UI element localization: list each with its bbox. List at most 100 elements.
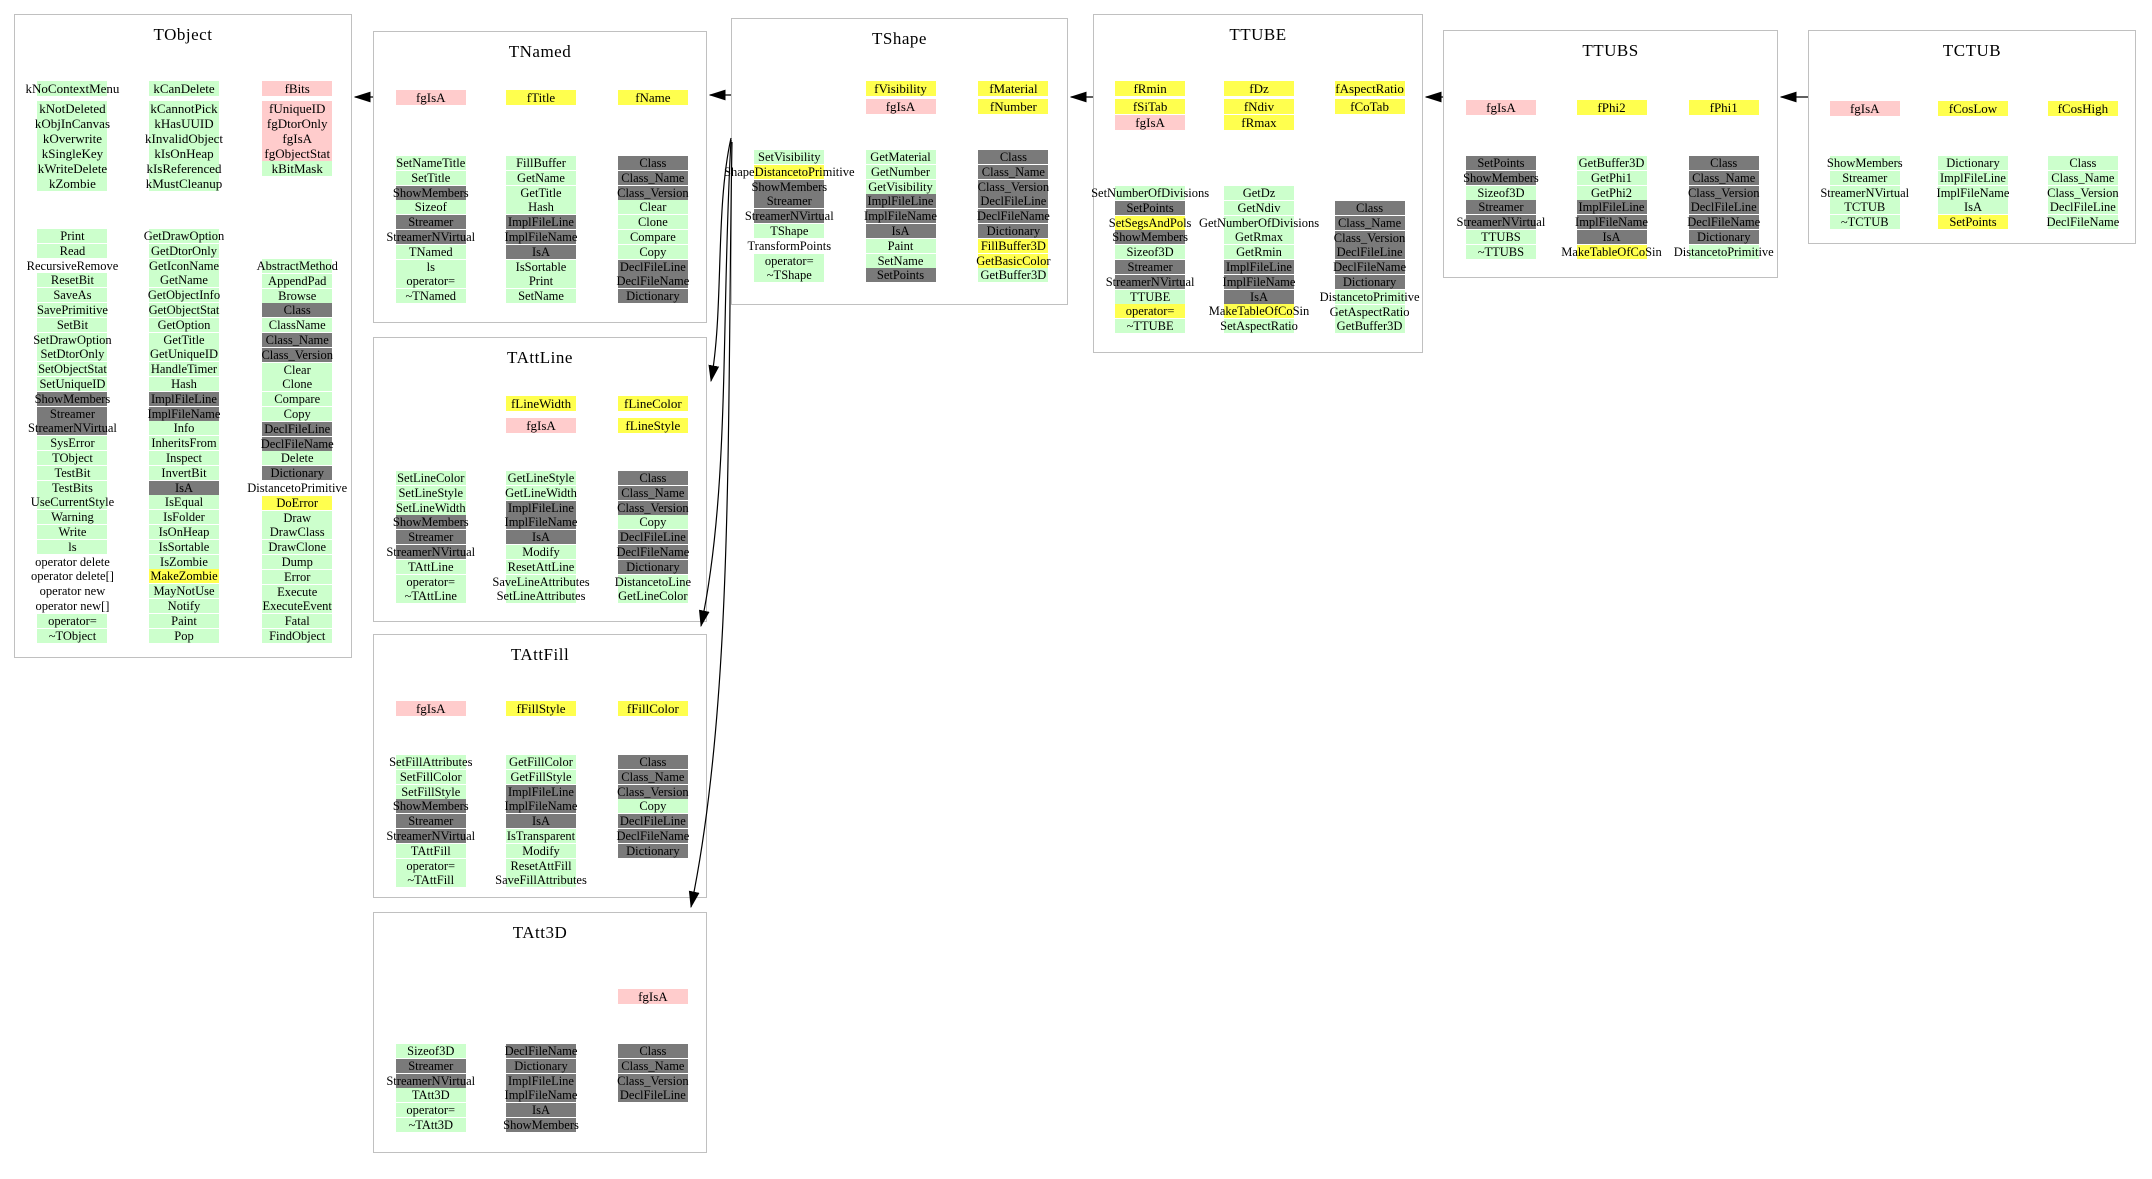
member-cell-class-name: Class_Name bbox=[2047, 170, 2118, 185]
member-cell-testbits: TestBits bbox=[37, 480, 108, 495]
member-label: GetRmax bbox=[1235, 230, 1283, 245]
member-cell-findobject: FindObject bbox=[262, 629, 333, 643]
member-cell-operator-: operator= bbox=[37, 613, 108, 628]
member-cell-setnumberofdivisions: SetNumberOfDivisions bbox=[1091, 186, 1209, 200]
member-cell-implfileline: ImplFileLine bbox=[1938, 170, 2008, 185]
member-cell-fillbuffer: FillBuffer bbox=[506, 156, 576, 170]
member-label: operator= bbox=[1125, 304, 1175, 319]
member-label: SysError bbox=[50, 436, 95, 451]
field-cell-funiqueid: fUniqueID bbox=[262, 101, 333, 116]
field-cell-fgisa: fgIsA bbox=[395, 701, 466, 716]
field-label: fLineColor bbox=[623, 396, 682, 411]
class-title-ttubs: TTUBS bbox=[1582, 41, 1639, 60]
class-box-ttubs: TTUBS fgIsA fPhi2 fPhi1 SetPoints ShowMembers… bbox=[1443, 30, 1778, 278]
member-cell-getbuffer3d: GetBuffer3D bbox=[1576, 156, 1647, 170]
field-cell-fnumber: fNumber bbox=[978, 99, 1049, 114]
member-label: Streamer bbox=[408, 1058, 454, 1073]
member-cell-streamer: Streamer bbox=[754, 194, 825, 209]
member-label: ~TShape bbox=[766, 268, 812, 283]
member-label: TAtt3D bbox=[411, 1088, 450, 1103]
member-label: GetTitle bbox=[520, 185, 562, 200]
member-cell-iszombie: IsZombie bbox=[149, 554, 219, 569]
member-cell-geticonname: GetIconName bbox=[149, 258, 219, 273]
member-cell-declfilename: DeclFileName bbox=[616, 274, 690, 289]
member-cell-copy: Copy bbox=[262, 407, 333, 421]
field-cell-ffillstyle: fFillStyle bbox=[506, 701, 576, 716]
member-cell-setpoints: SetPoints bbox=[865, 268, 936, 283]
member-label: Class bbox=[639, 471, 667, 485]
field-cell-fgisa: fgIsA bbox=[262, 131, 333, 146]
member-cell-sizeof3d: Sizeof3D bbox=[1465, 185, 1536, 200]
member-cell-implfileline: ImplFileLine bbox=[506, 784, 576, 799]
member-label: operator new[] bbox=[35, 599, 110, 613]
member-label: ClassName bbox=[268, 318, 326, 333]
member-cell-showmembers: ShowMembers bbox=[751, 179, 828, 194]
member-label: SetPoints bbox=[1126, 200, 1174, 215]
member-label: Streamer bbox=[408, 530, 454, 545]
member-label: InheritsFrom bbox=[151, 436, 217, 451]
member-label: Streamer bbox=[49, 406, 96, 421]
member-cell-copy: Copy bbox=[617, 799, 688, 814]
member-cell-implfileline: ImplFileLine bbox=[506, 215, 576, 230]
member-label: SetPoints bbox=[876, 268, 925, 283]
member-label: DeclFileLine bbox=[619, 259, 686, 274]
member-label: operator= bbox=[764, 253, 814, 268]
member-cell-getdtoronly: GetDtorOnly bbox=[149, 243, 219, 258]
member-label: GetBuffer3D bbox=[980, 268, 1047, 283]
member-cell-maketableofcosin: MakeTableOfCoSin bbox=[1561, 244, 1662, 259]
member-label: ImplFileLine bbox=[508, 784, 574, 799]
member-label: ls bbox=[426, 259, 435, 274]
member-label: Class_Version bbox=[617, 185, 689, 200]
member-label: Copy bbox=[283, 407, 311, 421]
member-cell-delete: Delete bbox=[262, 451, 333, 466]
member-label: Sizeof3D bbox=[1477, 185, 1525, 200]
member-label: FindObject bbox=[269, 629, 326, 643]
member-label: ImplFileLine bbox=[1578, 200, 1645, 215]
field-cell-fcotab: fCoTab bbox=[1334, 99, 1405, 114]
member-label: SavePrimitive bbox=[37, 303, 108, 317]
member-label: DeclFileName bbox=[616, 274, 690, 289]
field-label: fgDtorOnly bbox=[266, 116, 328, 131]
member-cell-hash: Hash bbox=[506, 200, 576, 215]
member-label: Clone bbox=[637, 215, 668, 230]
member-label: GetRmin bbox=[1236, 245, 1282, 260]
member-label: Clone bbox=[282, 377, 313, 392]
member-cell-declfileline: DeclFileLine bbox=[2047, 200, 2118, 215]
member-cell-ls: ls bbox=[395, 259, 466, 274]
member-cell-getobjectstat: GetObjectStat bbox=[149, 303, 219, 317]
member-label: Class_Version bbox=[2047, 185, 2119, 200]
member-label: Class_Version bbox=[1333, 230, 1406, 245]
member-label: Dictionary bbox=[1696, 230, 1751, 244]
member-label: ~TNamed bbox=[405, 289, 457, 304]
field-label: kNotDeleted bbox=[39, 101, 106, 116]
member-label: DeclFileName bbox=[1687, 215, 1761, 230]
member-label: ~TTUBS bbox=[1477, 244, 1525, 259]
member-label: ShowMembers bbox=[751, 179, 828, 194]
member-cell-getphi2: GetPhi2 bbox=[1576, 185, 1647, 200]
member-label: AppendPad bbox=[268, 273, 327, 288]
field-label: fSiTab bbox=[1132, 99, 1168, 114]
member-cell-showmembers: ShowMembers bbox=[35, 391, 110, 406]
member-label: Class_Version bbox=[617, 784, 689, 799]
member-cell-resetbit: ResetBit bbox=[37, 273, 108, 288]
member-cell-class: Class bbox=[978, 150, 1049, 164]
member-label: DeclFileLine bbox=[2049, 200, 2116, 215]
field-cell-fgdtoronly: fgDtorOnly bbox=[262, 116, 333, 131]
member-cell-isa: IsA bbox=[1938, 200, 2008, 215]
member-label: ~TAtt3D bbox=[408, 1118, 454, 1132]
member-label: IsFolder bbox=[163, 510, 205, 525]
member-cell-gettitle: GetTitle bbox=[149, 332, 219, 347]
member-cell-dictionary: Dictionary bbox=[506, 1058, 576, 1073]
member-label: operator delete bbox=[35, 554, 110, 569]
member-label: Print bbox=[528, 274, 554, 289]
class-title-tatt3d: TAtt3D bbox=[512, 923, 568, 942]
member-label: Dictionary bbox=[626, 559, 680, 574]
member-cell-setdrawoption: SetDrawOption bbox=[33, 332, 112, 347]
member-label: SetLineWidth bbox=[395, 500, 466, 515]
field-label: fgObjectStat bbox=[264, 146, 331, 161]
field-cell-fphi1: fPhi1 bbox=[1688, 100, 1759, 115]
member-label: SetNameTitle bbox=[396, 156, 466, 170]
member-cell-class: Class bbox=[1334, 201, 1405, 215]
field-label: kHasUUID bbox=[154, 116, 214, 131]
member-label: Error bbox=[284, 569, 311, 584]
